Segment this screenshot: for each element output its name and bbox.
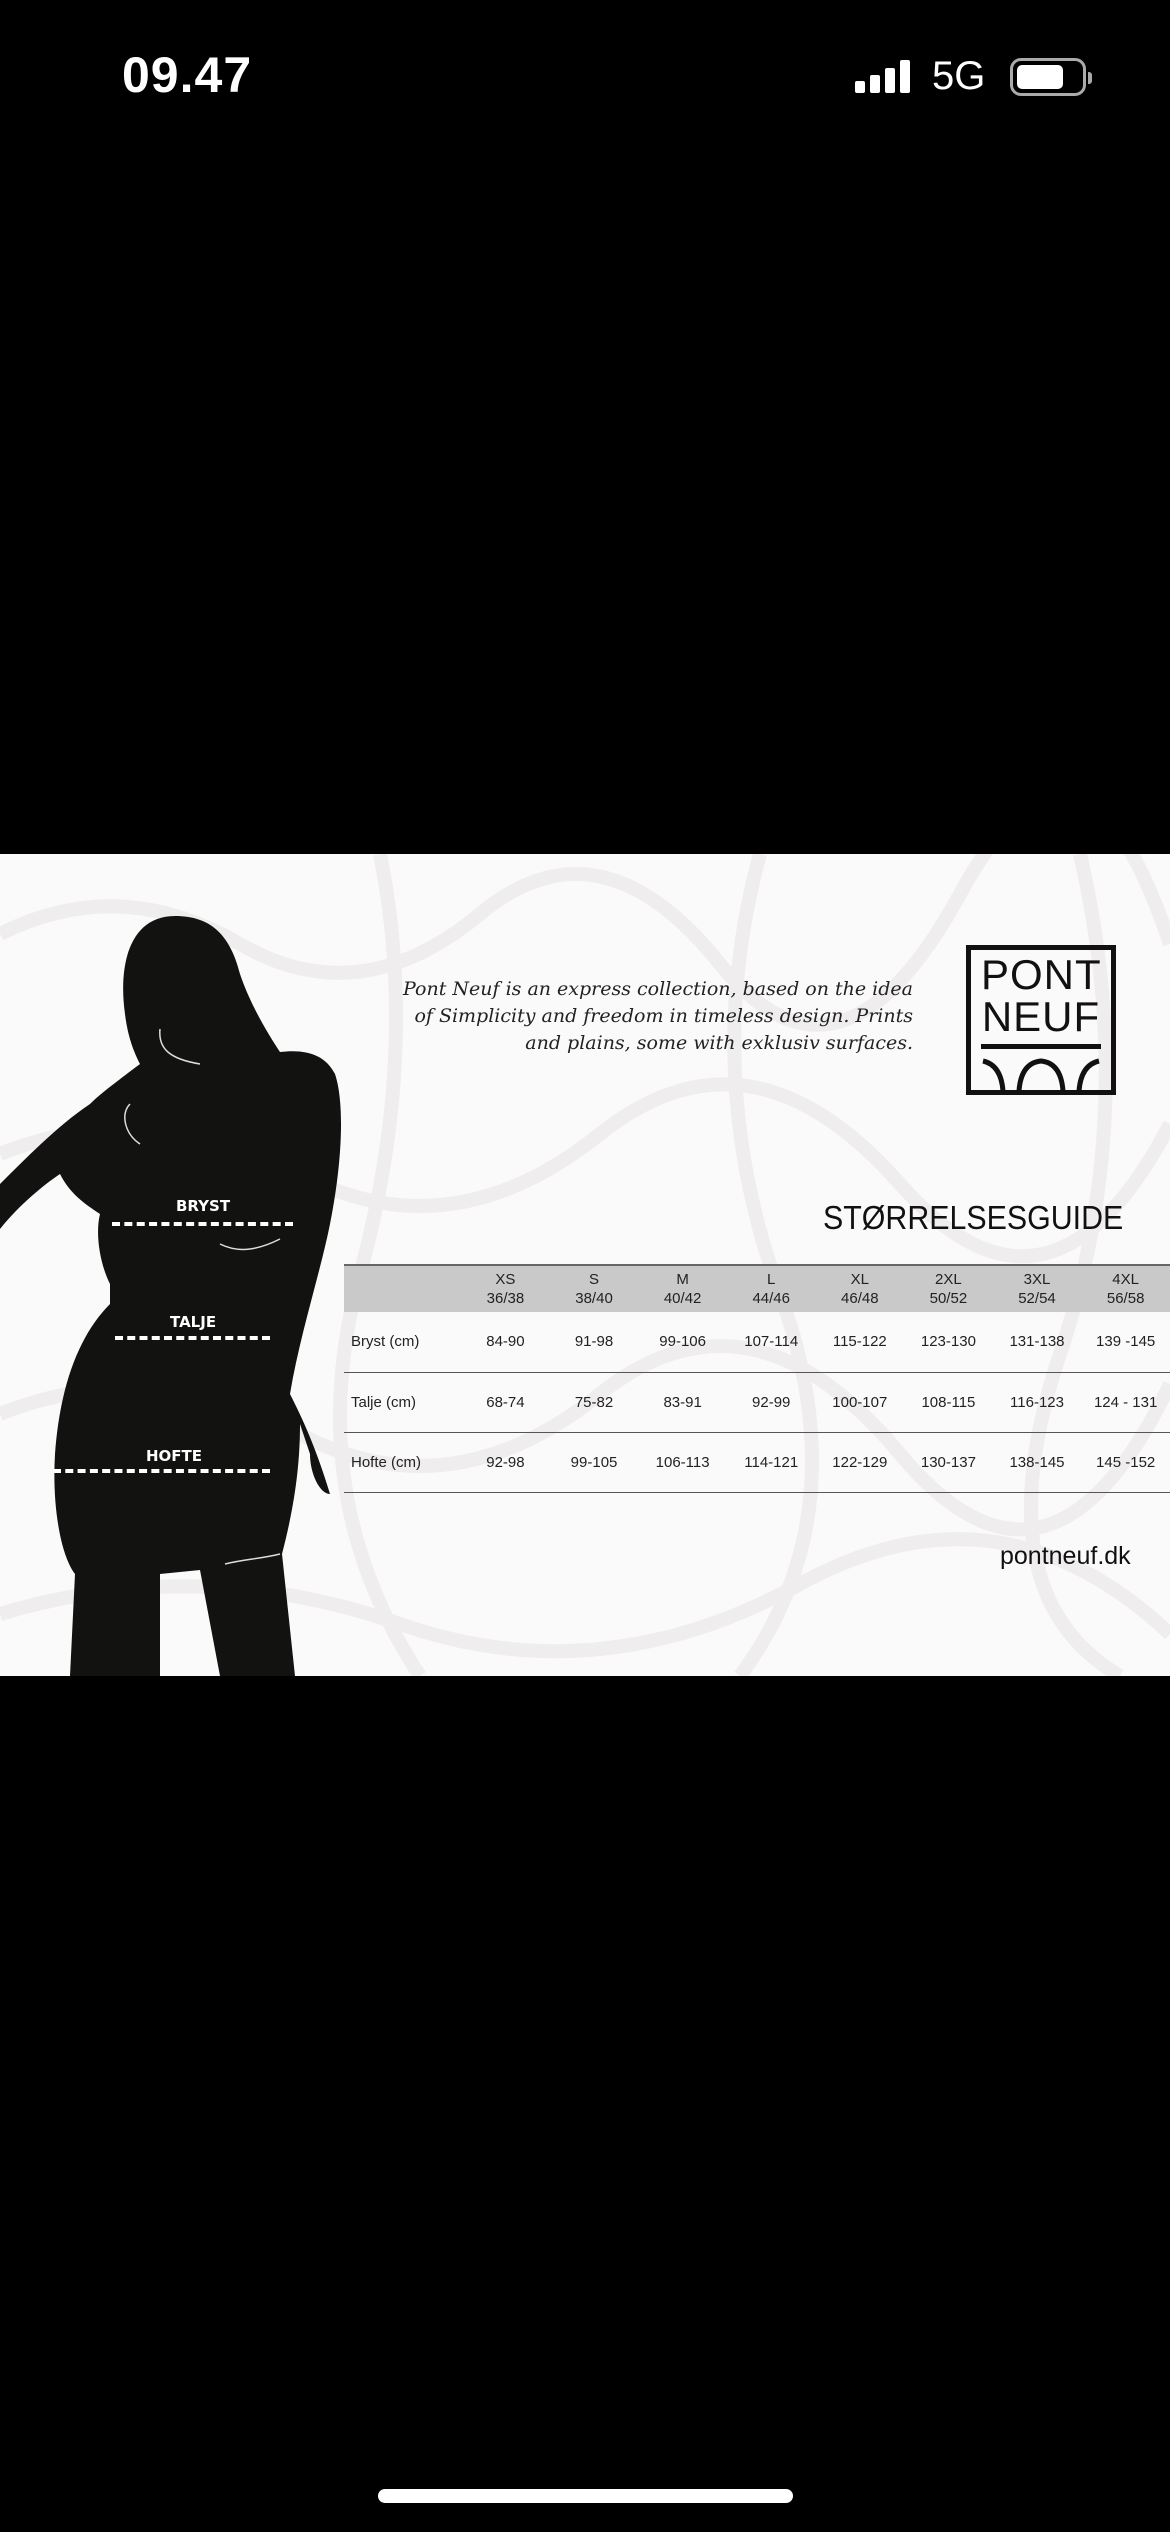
size-header: M 40/42: [638, 1264, 727, 1312]
pont-neuf-logo: PONT NEUF: [966, 945, 1116, 1095]
table-row: Bryst (cm) 84-90 91-98 99-106 107-114 115-122…: [344, 1312, 1170, 1373]
waist-measure-line: [115, 1336, 270, 1340]
measurement-cell: 122-129: [815, 1432, 905, 1493]
measurement-cell: 145 -152: [1081, 1432, 1170, 1493]
measurement-cell: 130-137: [904, 1432, 993, 1493]
bridge-arches-icon: [982, 1058, 1100, 1092]
measurement-cell: 116-123: [992, 1372, 1082, 1433]
size-header: S 38/40: [549, 1264, 639, 1312]
battery-icon: [1010, 58, 1092, 96]
measurement-cell: 68-74: [461, 1372, 550, 1433]
home-indicator[interactable]: [378, 2489, 793, 2503]
size-header: L 44/46: [726, 1264, 816, 1312]
table-row: Hofte (cm) 92-98 99-105 106-113 114-121 122-1…: [344, 1432, 1170, 1493]
measurement-cell: 108-115: [904, 1372, 993, 1433]
header-empty: [344, 1264, 462, 1312]
hip-label: HOFTE: [146, 1447, 203, 1465]
bust-label: BRYST: [176, 1197, 231, 1215]
size-header: 2XL 50/52: [904, 1264, 993, 1312]
cellular-signal-icon: [855, 60, 910, 93]
measurement-cell: 84-90: [461, 1312, 550, 1373]
size-header: 4XL 56/58: [1081, 1264, 1170, 1312]
bust-measure-line: [112, 1222, 293, 1226]
table-row: Talje (cm) 68-74 75-82 83-91 92-99 100-107 108…: [344, 1372, 1170, 1433]
row-label: Bryst (cm): [344, 1312, 462, 1373]
size-guide-image: BRYST TALJE HOFTE Pont Neuf is an expres…: [0, 854, 1170, 1676]
measurement-cell: 99-105: [549, 1432, 639, 1493]
logo-text-line: PONT: [981, 951, 1102, 998]
measurement-cell: 131-138: [992, 1312, 1082, 1373]
measurement-cell: 100-107: [815, 1372, 905, 1433]
website-text: pontneuf.dk: [1000, 1542, 1131, 1570]
measurement-cell: 83-91: [638, 1372, 727, 1433]
measurement-cell: 138-145: [992, 1432, 1082, 1493]
size-header: 3XL 52/54: [992, 1264, 1082, 1312]
logo-text-line: NEUF: [981, 993, 1101, 1040]
hip-measure-line: [53, 1469, 270, 1473]
size-table: XS 36/38 S 38/40 M 40/42 L 44/46 XL 46/48 2XL…: [344, 1264, 1170, 1493]
measurement-cell: 75-82: [549, 1372, 639, 1433]
measurement-cell: 115-122: [815, 1312, 905, 1373]
size-header: XL 46/48: [815, 1264, 905, 1312]
measurement-cell: 139 -145: [1081, 1312, 1170, 1373]
row-label: Hofte (cm): [344, 1432, 462, 1493]
measurement-cell: 92-99: [726, 1372, 816, 1433]
measurement-cell: 92-98: [461, 1432, 550, 1493]
status-time: 09.47: [122, 47, 253, 103]
measurement-cell: 106-113: [638, 1432, 727, 1493]
woman-silhouette: [0, 916, 342, 1676]
measurement-cell: 123-130: [904, 1312, 993, 1373]
network-type: 5G: [932, 54, 986, 98]
measurement-cell: 99-106: [638, 1312, 727, 1373]
measurement-cell: 114-121: [726, 1432, 816, 1493]
row-label: Talje (cm): [344, 1372, 462, 1433]
brand-description: Pont Neuf is an express collection, base…: [403, 978, 913, 1054]
measurement-cell: 124 - 131: [1081, 1372, 1170, 1433]
measurement-cell: 91-98: [549, 1312, 639, 1373]
size-header: XS 36/38: [461, 1264, 550, 1312]
size-guide-title: STØRRELSESGUIDE: [823, 1199, 1124, 1236]
measurement-cell: 107-114: [726, 1312, 816, 1373]
waist-label: TALJE: [170, 1313, 217, 1331]
